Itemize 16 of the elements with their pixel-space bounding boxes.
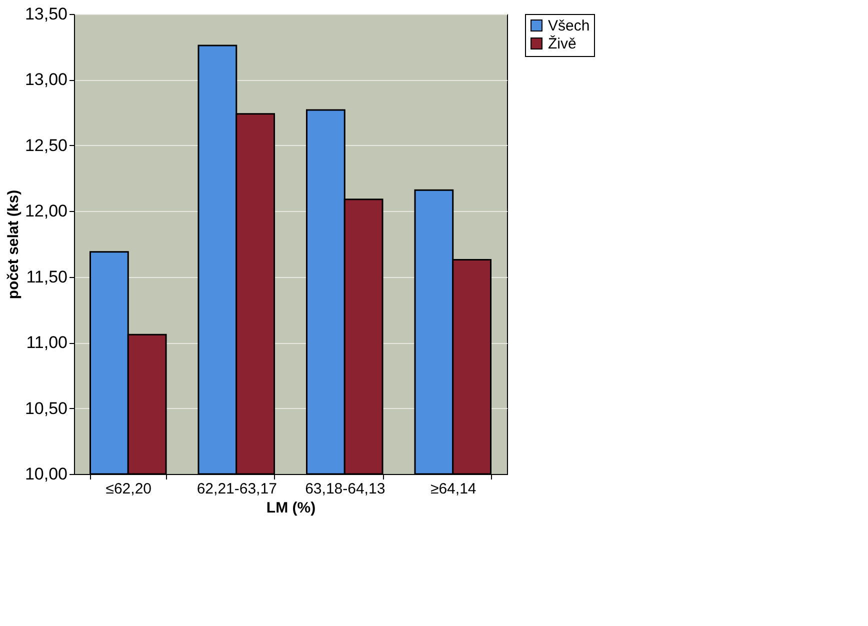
- y-axis-title: počet selat (ks): [4, 190, 22, 300]
- x-tick-label: ≥64,14: [430, 480, 476, 498]
- y-tick-label: 12,50: [24, 136, 68, 155]
- y-tick-label: 11,50: [26, 267, 68, 286]
- legend-label: Všech: [548, 18, 590, 34]
- y-tick-label: 13,50: [24, 4, 68, 24]
- x-tick-label: 63,18-64,13: [305, 480, 386, 498]
- y-tick-label: 11,00: [26, 333, 68, 352]
- y-tick-label: 13,00: [24, 70, 68, 90]
- y-tick-label: 10,50: [24, 398, 68, 418]
- x-tick-label: ≤62,20: [106, 480, 152, 498]
- x-tick-label: 62,21-63,17: [196, 480, 277, 498]
- y-tick-label: 10,00: [24, 464, 68, 484]
- y-tick-label: 12,00: [24, 202, 68, 221]
- x-axis-title: LM (%): [266, 500, 316, 516]
- legend-label: Živě: [548, 34, 576, 52]
